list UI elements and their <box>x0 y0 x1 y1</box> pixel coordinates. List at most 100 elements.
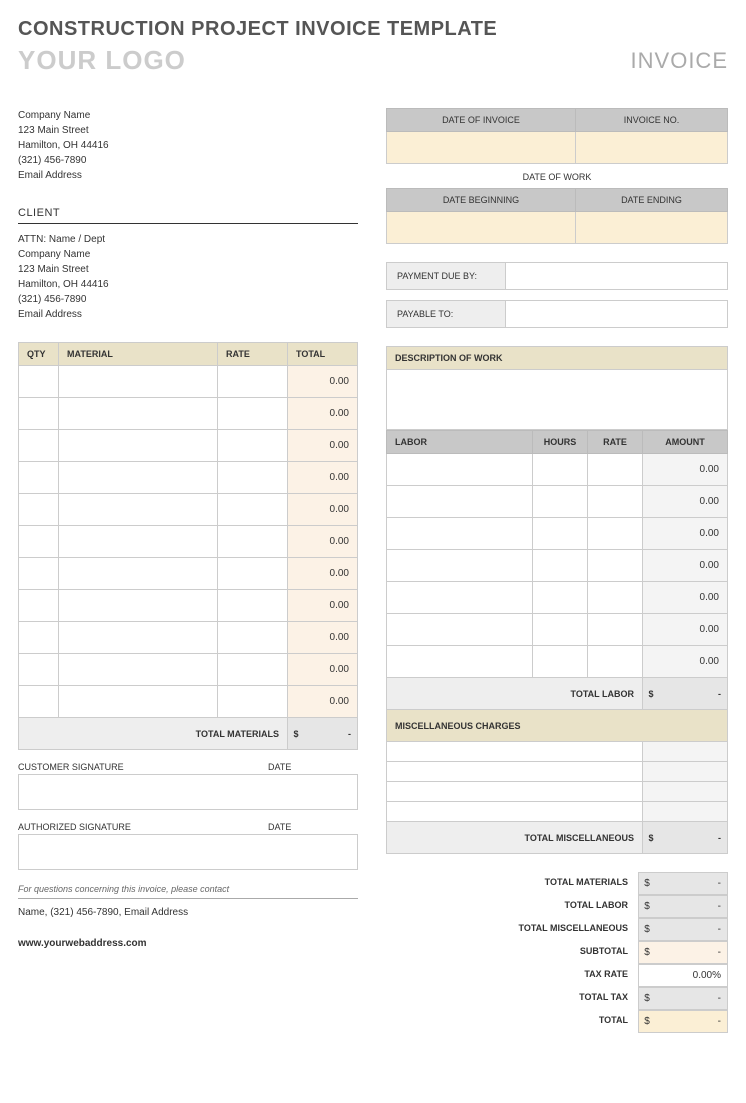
materials-material-cell[interactable] <box>59 494 218 526</box>
labor-hours-cell[interactable] <box>533 454 588 486</box>
materials-qty-cell[interactable] <box>19 462 59 494</box>
payable-to-field[interactable] <box>506 300 728 328</box>
web-address: www.yourwebaddress.com <box>18 938 358 949</box>
materials-material-cell[interactable] <box>59 526 218 558</box>
materials-total-cell: 0.00 <box>288 366 358 398</box>
misc-desc-cell[interactable] <box>387 742 643 762</box>
materials-qty-cell[interactable] <box>19 430 59 462</box>
materials-material-cell[interactable] <box>59 398 218 430</box>
labor-desc-cell[interactable] <box>387 646 533 678</box>
materials-total-cell: 0.00 <box>288 462 358 494</box>
materials-rate-cell[interactable] <box>218 398 288 430</box>
materials-total-cell: 0.00 <box>288 590 358 622</box>
labor-rate-cell[interactable] <box>588 614 643 646</box>
labor-rate-cell[interactable] <box>588 454 643 486</box>
labor-table: LABOR HOURS RATE AMOUNT 0.000.000.000.00… <box>386 430 728 854</box>
materials-qty-cell[interactable] <box>19 366 59 398</box>
materials-rate-cell[interactable] <box>218 686 288 718</box>
date-end-field[interactable] <box>575 212 727 244</box>
materials-footer-sym: $ <box>288 723 304 745</box>
materials-rate-cell[interactable] <box>218 430 288 462</box>
description-field[interactable] <box>386 370 728 430</box>
misc-amount-cell[interactable] <box>643 742 728 762</box>
labor-desc-cell[interactable] <box>387 518 533 550</box>
totals-sym: $ <box>639 896 655 917</box>
materials-total-header: TOTAL <box>288 343 358 366</box>
customer-signature-date-label: DATE <box>268 762 358 772</box>
materials-total-cell: 0.00 <box>288 558 358 590</box>
misc-desc-cell[interactable] <box>387 762 643 782</box>
company-street: 123 Main Street <box>18 123 358 138</box>
labor-hours-cell[interactable] <box>533 518 588 550</box>
labor-hours-cell[interactable] <box>533 614 588 646</box>
materials-rate-cell[interactable] <box>218 558 288 590</box>
labor-hours-cell[interactable] <box>533 582 588 614</box>
labor-desc-cell[interactable] <box>387 614 533 646</box>
labor-rate-cell[interactable] <box>588 518 643 550</box>
materials-rate-cell[interactable] <box>218 622 288 654</box>
materials-qty-cell[interactable] <box>19 526 59 558</box>
date-invoice-label: DATE OF INVOICE <box>387 109 576 132</box>
misc-amount-cell[interactable] <box>643 802 728 822</box>
materials-material-cell[interactable] <box>59 462 218 494</box>
materials-material-cell[interactable] <box>59 590 218 622</box>
invoice-meta-table: DATE OF INVOICE INVOICE NO. DATE OF WORK… <box>386 108 728 244</box>
materials-qty-cell[interactable] <box>19 558 59 590</box>
misc-desc-cell[interactable] <box>387 802 643 822</box>
materials-qty-cell[interactable] <box>19 622 59 654</box>
misc-amount-cell[interactable] <box>643 762 728 782</box>
labor-desc-cell[interactable] <box>387 582 533 614</box>
labor-amount-cell: 0.00 <box>643 646 728 678</box>
materials-qty-cell[interactable] <box>19 590 59 622</box>
materials-qty-cell[interactable] <box>19 398 59 430</box>
materials-material-cell[interactable] <box>59 686 218 718</box>
labor-desc-cell[interactable] <box>387 486 533 518</box>
labor-hours-cell[interactable] <box>533 646 588 678</box>
misc-header: MISCELLANEOUS CHARGES <box>387 710 728 742</box>
date-begin-label: DATE BEGINNING <box>387 189 576 212</box>
materials-rate-cell[interactable] <box>218 654 288 686</box>
labor-rate-cell[interactable] <box>588 646 643 678</box>
materials-material-cell[interactable] <box>59 430 218 462</box>
labor-desc-cell[interactable] <box>387 550 533 582</box>
labor-rate-cell[interactable] <box>588 550 643 582</box>
labor-hours-cell[interactable] <box>533 550 588 582</box>
totals-val: 0.00% <box>655 965 727 986</box>
materials-footer-val: - <box>304 723 357 745</box>
totals-label: TOTAL MATERIALS <box>386 872 638 895</box>
materials-rate-cell[interactable] <box>218 590 288 622</box>
authorized-signature-field[interactable] <box>18 834 358 870</box>
materials-qty-cell[interactable] <box>19 494 59 526</box>
labor-hours-cell[interactable] <box>533 486 588 518</box>
misc-amount-cell[interactable] <box>643 782 728 802</box>
materials-rate-cell[interactable] <box>218 526 288 558</box>
materials-material-cell[interactable] <box>59 366 218 398</box>
labor-amount-cell: 0.00 <box>643 486 728 518</box>
labor-rate-cell[interactable] <box>588 486 643 518</box>
invoice-no-field[interactable] <box>575 132 727 164</box>
labor-rate-cell[interactable] <box>588 582 643 614</box>
totals-label: TOTAL MISCELLANEOUS <box>386 918 638 941</box>
materials-material-cell[interactable] <box>59 654 218 686</box>
amount-header: AMOUNT <box>643 431 728 454</box>
materials-qty-cell[interactable] <box>19 686 59 718</box>
date-end-label: DATE ENDING <box>575 189 727 212</box>
materials-total-cell: 0.00 <box>288 430 358 462</box>
materials-material-cell[interactable] <box>59 558 218 590</box>
materials-qty-cell[interactable] <box>19 654 59 686</box>
materials-material-cell[interactable] <box>59 622 218 654</box>
payment-due-field[interactable] <box>506 262 728 290</box>
date-begin-field[interactable] <box>387 212 576 244</box>
materials-rate-cell[interactable] <box>218 494 288 526</box>
payable-to-label: PAYABLE TO: <box>386 300 506 328</box>
date-invoice-field[interactable] <box>387 132 576 164</box>
labor-amount-cell: 0.00 <box>643 582 728 614</box>
customer-signature-field[interactable] <box>18 774 358 810</box>
materials-rate-cell[interactable] <box>218 462 288 494</box>
materials-material-header: MATERIAL <box>59 343 218 366</box>
materials-rate-cell[interactable] <box>218 366 288 398</box>
materials-total-cell: 0.00 <box>288 398 358 430</box>
labor-desc-cell[interactable] <box>387 454 533 486</box>
authorized-signature-date-label: DATE <box>268 822 358 832</box>
misc-desc-cell[interactable] <box>387 782 643 802</box>
